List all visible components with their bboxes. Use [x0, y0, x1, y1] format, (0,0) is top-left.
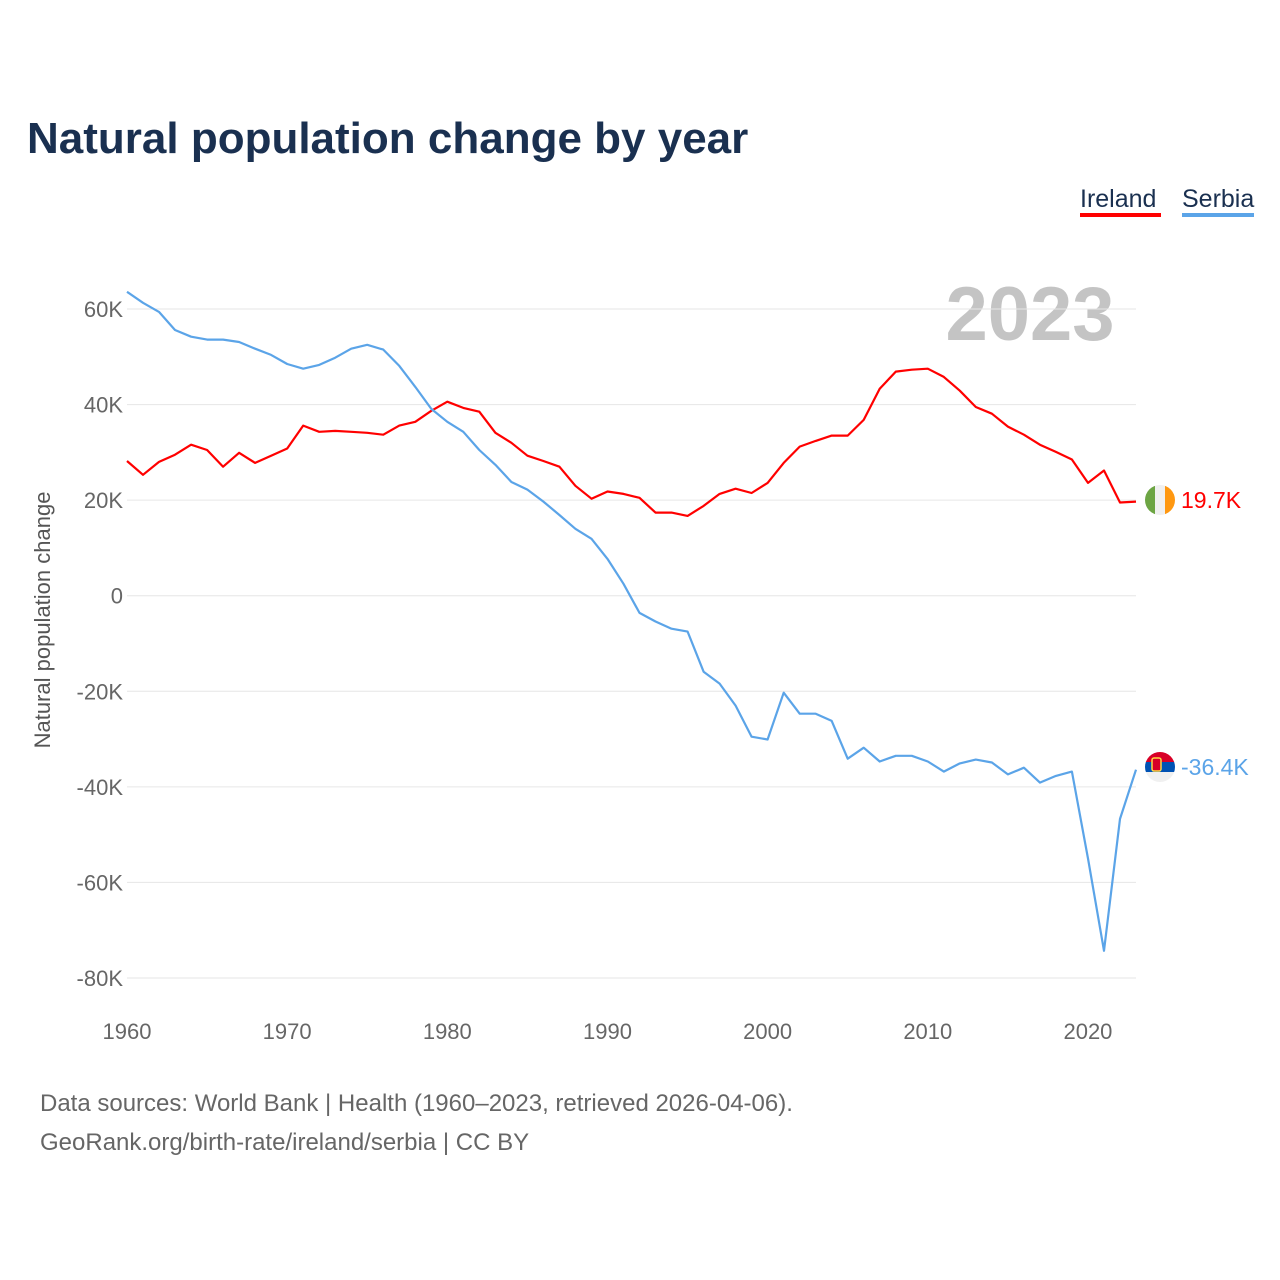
footer-attribution[interactable]: GeoRank.org/birth-rate/ireland/serbia | … — [40, 1129, 529, 1156]
y-tick-label: 0 — [111, 584, 123, 609]
footer-sources: Data sources: World Bank | Health (1960–… — [40, 1090, 793, 1117]
y-tick-label: 60K — [84, 297, 123, 322]
chart-title: Natural population change by year — [27, 114, 748, 163]
legend-label-ireland[interactable]: Ireland — [1080, 185, 1156, 213]
series-line-ireland[interactable] — [126, 367, 1137, 518]
y-tick-label: 20K — [84, 488, 123, 513]
y-tick-label: -20K — [77, 679, 124, 704]
x-tick-label: 1970 — [263, 1019, 312, 1044]
legend-item-ireland[interactable]: Ireland — [1080, 185, 1161, 217]
series-line-serbia[interactable] — [126, 290, 1138, 952]
legend-label-serbia[interactable]: Serbia — [1182, 185, 1254, 213]
serbia-flag-icon — [1145, 752, 1175, 782]
x-tick-label: 1960 — [103, 1019, 152, 1044]
legend-item-serbia[interactable]: Serbia — [1182, 185, 1254, 217]
legend: Ireland Serbia — [1080, 185, 1254, 217]
x-tick-label: 1990 — [583, 1019, 632, 1044]
x-tick-label: 2010 — [903, 1019, 952, 1044]
gridlines — [127, 308, 1136, 979]
y-axis-label: Natural population change — [30, 492, 55, 749]
x-tick-label: 2000 — [743, 1019, 792, 1044]
ireland-flag-icon — [1145, 485, 1175, 515]
end-label-ireland: 19.7K — [1181, 487, 1242, 513]
series-lines — [126, 290, 1138, 952]
x-tick-label: 2020 — [1063, 1019, 1112, 1044]
y-axis-ticks: 60K 40K 20K 0 -20K -40K -60K -80K — [77, 297, 124, 991]
legend-swatch-ireland — [1080, 213, 1161, 217]
legend-swatch-serbia — [1182, 213, 1254, 217]
current-year-label: 2023 — [945, 272, 1114, 357]
y-tick-label: -60K — [77, 870, 124, 895]
y-tick-label: 40K — [84, 393, 123, 418]
x-axis-ticks: 1960 1970 1980 1990 2000 2010 2020 — [103, 1019, 1113, 1044]
x-tick-label: 1980 — [423, 1019, 472, 1044]
end-label-serbia: -36.4K — [1181, 754, 1249, 780]
y-tick-label: -40K — [77, 775, 124, 800]
y-tick-label: -80K — [77, 966, 124, 991]
